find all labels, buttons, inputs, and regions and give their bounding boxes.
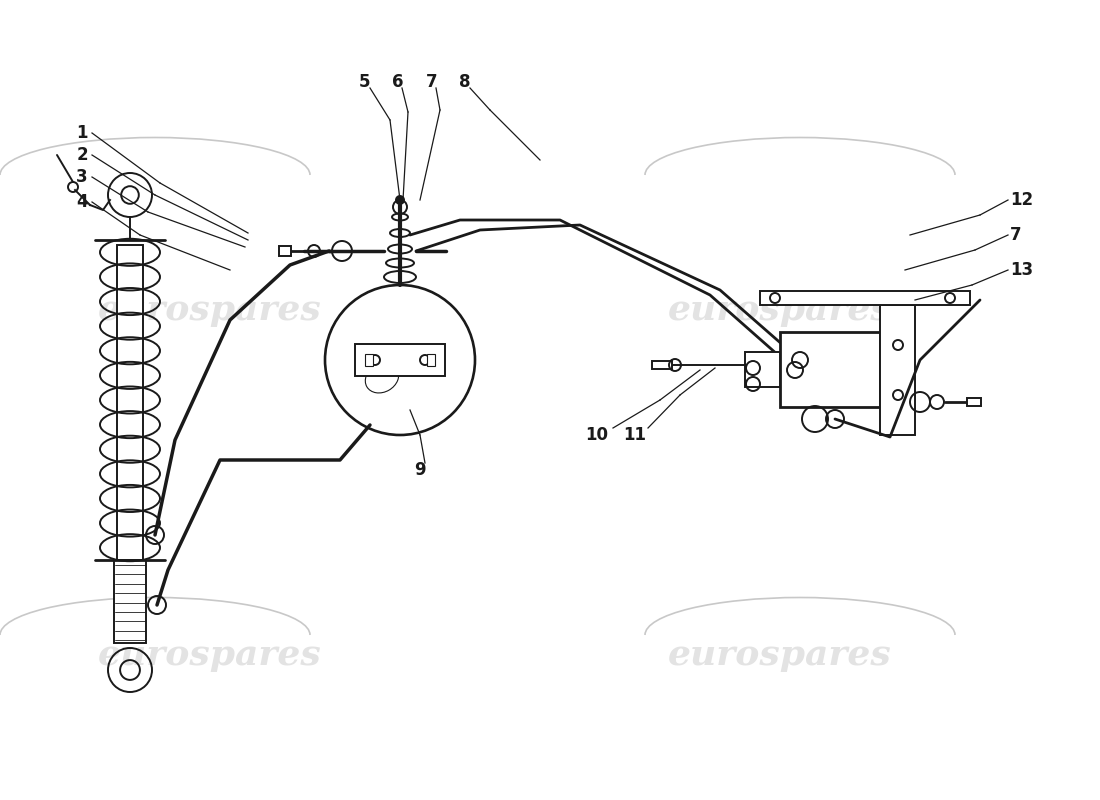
Text: 10: 10 bbox=[585, 426, 608, 444]
Text: 12: 12 bbox=[1010, 191, 1033, 209]
Text: eurospares: eurospares bbox=[98, 638, 322, 672]
Text: eurospares: eurospares bbox=[98, 293, 322, 327]
Bar bbox=[365, 354, 373, 366]
Bar bbox=[967, 398, 981, 406]
Circle shape bbox=[396, 196, 404, 204]
Text: 5: 5 bbox=[360, 73, 371, 91]
Text: 13: 13 bbox=[1010, 261, 1033, 279]
Bar bbox=[355, 344, 446, 376]
Bar bbox=[745, 352, 780, 387]
Text: eurospares: eurospares bbox=[668, 638, 892, 672]
Bar bbox=[279, 246, 292, 256]
Text: 1: 1 bbox=[76, 124, 88, 142]
Text: 6: 6 bbox=[393, 73, 404, 91]
Bar bbox=[427, 354, 434, 366]
Text: 7: 7 bbox=[426, 73, 438, 91]
Text: 2: 2 bbox=[76, 146, 88, 164]
Text: 9: 9 bbox=[415, 461, 426, 479]
Text: 11: 11 bbox=[624, 426, 647, 444]
Text: 8: 8 bbox=[460, 73, 471, 91]
Text: 4: 4 bbox=[76, 193, 88, 211]
Bar bbox=[117, 245, 143, 565]
Bar bbox=[760, 291, 970, 305]
Bar bbox=[880, 305, 915, 435]
Text: eurospares: eurospares bbox=[668, 293, 892, 327]
Bar bbox=[114, 560, 146, 643]
Text: 7: 7 bbox=[1010, 226, 1022, 244]
Bar bbox=[780, 332, 880, 407]
Bar bbox=[652, 361, 672, 369]
Text: 3: 3 bbox=[76, 168, 88, 186]
